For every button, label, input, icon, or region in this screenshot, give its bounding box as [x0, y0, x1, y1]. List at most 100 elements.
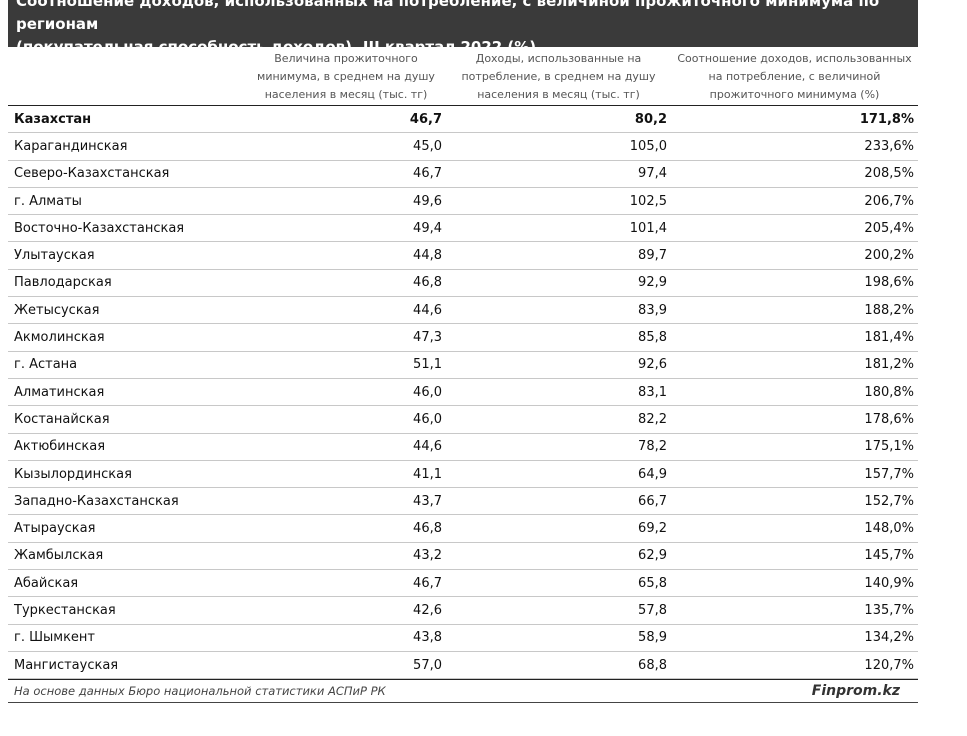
cell-region: Акмолинская: [8, 323, 246, 352]
brand-logo: Finprom.kz: [811, 683, 900, 700]
cell-region: г. Астана: [8, 351, 246, 379]
cell-consumption-income: 69,2: [446, 514, 671, 543]
table-row: г. Шымкент 43,8 58,9 134,2%: [8, 624, 918, 652]
cell-consumption-income: 97,4: [446, 160, 671, 188]
table-row: Жамбылская 43,2 62,9 145,7%: [8, 542, 918, 571]
cell-consumption-income: 64,9: [446, 460, 671, 489]
table-footer: На основе данных Бюро национальной стати…: [8, 679, 918, 704]
source-note: На основе данных Бюро национальной стати…: [14, 684, 386, 699]
cell-consumption-income: 58,9: [446, 624, 671, 652]
table-row: Акмолинская 47,3 85,8 181,4%: [8, 323, 918, 352]
table-title: Соотношение доходов, использованных на п…: [8, 0, 918, 56]
table-row: Актюбинская 44,6 78,2 175,1%: [8, 433, 918, 461]
cell-region: Кызылординская: [8, 460, 246, 489]
cell-region: Северо-Казахстанская: [8, 160, 246, 188]
cell-subsistence-minimum: 46,7: [246, 105, 446, 134]
cell-consumption-income: 65,8: [446, 569, 671, 598]
cell-consumption-income: 62,9: [446, 542, 671, 571]
cell-region: г. Шымкент: [8, 624, 246, 652]
cell-consumption-income: 83,9: [446, 296, 671, 325]
header-consumption-income: Доходы, использованные на потребление, в…: [446, 47, 671, 106]
cell-ratio: 208,5%: [671, 160, 918, 188]
cell-consumption-income: 57,8: [446, 596, 671, 625]
cell-subsistence-minimum: 49,4: [246, 214, 446, 243]
table-row: г. Астана 51,1 92,6 181,2%: [8, 351, 918, 379]
table-row: Восточно-Казахстанская 49,4 101,4 205,4%: [8, 214, 918, 243]
cell-ratio: 181,4%: [671, 323, 918, 352]
cell-ratio: 135,7%: [671, 596, 918, 625]
cell-subsistence-minimum: 43,7: [246, 487, 446, 516]
cell-subsistence-minimum: 46,7: [246, 569, 446, 598]
cell-subsistence-minimum: 46,8: [246, 269, 446, 298]
cell-subsistence-minimum: 44,8: [246, 241, 446, 270]
cell-region: Павлодарская: [8, 269, 246, 298]
cell-region: Западно-Казахстанская: [8, 487, 246, 516]
cell-region: Мангистауская: [8, 651, 246, 680]
cell-region: Абайская: [8, 569, 246, 598]
cell-ratio: 152,7%: [671, 487, 918, 516]
table-row: г. Алматы 49,6 102,5 206,7%: [8, 187, 918, 216]
cell-ratio: 206,7%: [671, 187, 918, 216]
cell-ratio: 198,6%: [671, 269, 918, 298]
cell-ratio: 200,2%: [671, 241, 918, 270]
cell-ratio: 188,2%: [671, 296, 918, 325]
cell-consumption-income: 83,1: [446, 378, 671, 407]
cell-region: Улытауская: [8, 241, 246, 270]
cell-ratio: 140,9%: [671, 569, 918, 598]
cell-consumption-income: 92,9: [446, 269, 671, 298]
table-row: Кызылординская 41,1 64,9 157,7%: [8, 460, 918, 489]
cell-region: Атырауская: [8, 514, 246, 543]
cell-region: Жетысуская: [8, 296, 246, 325]
cell-region: Костанайская: [8, 405, 246, 434]
cell-subsistence-minimum: 44,6: [246, 433, 446, 461]
table-row: Жетысуская 44,6 83,9 188,2%: [8, 296, 918, 325]
table-row: Алматинская 46,0 83,1 180,8%: [8, 378, 918, 407]
table-body: Казахстан 46,7 80,2 171,8% Карагандинская 45,…: [8, 105, 918, 680]
cell-consumption-income: 80,2: [446, 105, 671, 134]
cell-ratio: 175,1%: [671, 433, 918, 461]
cell-ratio: 181,2%: [671, 351, 918, 379]
cell-consumption-income: 89,7: [446, 241, 671, 270]
cell-ratio: 205,4%: [671, 214, 918, 243]
cell-subsistence-minimum: 57,0: [246, 651, 446, 680]
cell-consumption-income: 105,0: [446, 132, 671, 161]
table-row: Павлодарская 46,8 92,9 198,6%: [8, 269, 918, 298]
cell-consumption-income: 68,8: [446, 651, 671, 680]
table-row: Туркестанская 42,6 57,8 135,7%: [8, 596, 918, 625]
table-row: Костанайская 46,0 82,2 178,6%: [8, 405, 918, 434]
cell-region: Жамбылская: [8, 542, 246, 571]
header-ratio: Соотношение доходов, использованных на п…: [671, 47, 918, 106]
cell-region: Карагандинская: [8, 132, 246, 161]
table-row: Западно-Казахстанская 43,7 66,7 152,7%: [8, 487, 918, 516]
cell-subsistence-minimum: 46,0: [246, 405, 446, 434]
cell-ratio: 178,6%: [671, 405, 918, 434]
cell-subsistence-minimum: 46,7: [246, 160, 446, 188]
table-row-total: Казахстан 46,7 80,2 171,8%: [8, 105, 918, 134]
cell-region: Казахстан: [8, 105, 246, 134]
cell-ratio: 157,7%: [671, 460, 918, 489]
cell-subsistence-minimum: 42,6: [246, 596, 446, 625]
cell-subsistence-minimum: 44,6: [246, 296, 446, 325]
cell-consumption-income: 101,4: [446, 214, 671, 243]
cell-consumption-income: 78,2: [446, 433, 671, 461]
cell-subsistence-minimum: 51,1: [246, 351, 446, 379]
cell-consumption-income: 66,7: [446, 487, 671, 516]
table-row: Абайская 46,7 65,8 140,9%: [8, 569, 918, 598]
table-row: Карагандинская 45,0 105,0 233,6%: [8, 132, 918, 161]
cell-subsistence-minimum: 47,3: [246, 323, 446, 352]
cell-subsistence-minimum: 49,6: [246, 187, 446, 216]
cell-subsistence-minimum: 43,8: [246, 624, 446, 652]
report-table-container: Соотношение доходов, использованных на п…: [8, 0, 918, 704]
title-line-1: Соотношение доходов, использованных на п…: [16, 0, 880, 33]
cell-region: Алматинская: [8, 378, 246, 407]
cell-region: Восточно-Казахстанская: [8, 214, 246, 243]
cell-consumption-income: 85,8: [446, 323, 671, 352]
table-row: Мангистауская 57,0 68,8 120,7%: [8, 651, 918, 680]
cell-subsistence-minimum: 45,0: [246, 132, 446, 161]
cell-subsistence-minimum: 43,2: [246, 542, 446, 571]
cell-ratio: 233,6%: [671, 132, 918, 161]
cell-region: Актюбинская: [8, 433, 246, 461]
cell-ratio: 180,8%: [671, 378, 918, 407]
data-table: Величина прожиточного минимума, в средне…: [8, 47, 918, 680]
cell-region: г. Алматы: [8, 187, 246, 216]
